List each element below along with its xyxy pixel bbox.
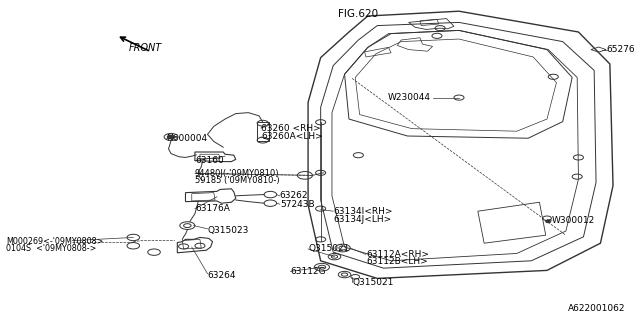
- Text: W300012: W300012: [552, 216, 595, 225]
- Text: 59185 ('09MY0810-): 59185 ('09MY0810-): [195, 176, 280, 185]
- Text: 65276: 65276: [607, 45, 636, 54]
- Text: 63112A<RH>: 63112A<RH>: [366, 250, 429, 259]
- Text: 63176A: 63176A: [195, 204, 230, 213]
- Text: FIG.620: FIG.620: [339, 9, 378, 19]
- Text: 0104S  <'09MY0808->: 0104S <'09MY0808->: [6, 244, 97, 253]
- Text: 63262: 63262: [280, 191, 308, 200]
- Circle shape: [546, 220, 551, 223]
- Text: Q315021: Q315021: [352, 278, 394, 287]
- Text: M000269<-'09MY0808>: M000269<-'09MY0808>: [6, 237, 104, 246]
- Text: 63264: 63264: [207, 271, 236, 280]
- Text: 63260 <RH>: 63260 <RH>: [261, 124, 321, 132]
- Text: 63134I<RH>: 63134I<RH>: [333, 207, 393, 216]
- Text: Q315021: Q315021: [308, 244, 349, 253]
- Text: 63112G: 63112G: [291, 267, 326, 276]
- Text: 94480J(-'09MY0810): 94480J(-'09MY0810): [195, 169, 280, 178]
- Circle shape: [167, 135, 175, 139]
- Text: 63112B<LH>: 63112B<LH>: [366, 257, 428, 266]
- Text: 57243B: 57243B: [280, 200, 314, 209]
- Text: Q315023: Q315023: [207, 226, 249, 235]
- Text: A622001062: A622001062: [568, 304, 625, 313]
- Text: FRONT: FRONT: [129, 43, 162, 53]
- Text: 63260A<LH>: 63260A<LH>: [261, 132, 323, 141]
- Text: N600004: N600004: [166, 134, 208, 143]
- Text: 63134J<LH>: 63134J<LH>: [333, 215, 392, 224]
- Text: 63160: 63160: [195, 156, 223, 165]
- Text: W230044: W230044: [388, 93, 431, 102]
